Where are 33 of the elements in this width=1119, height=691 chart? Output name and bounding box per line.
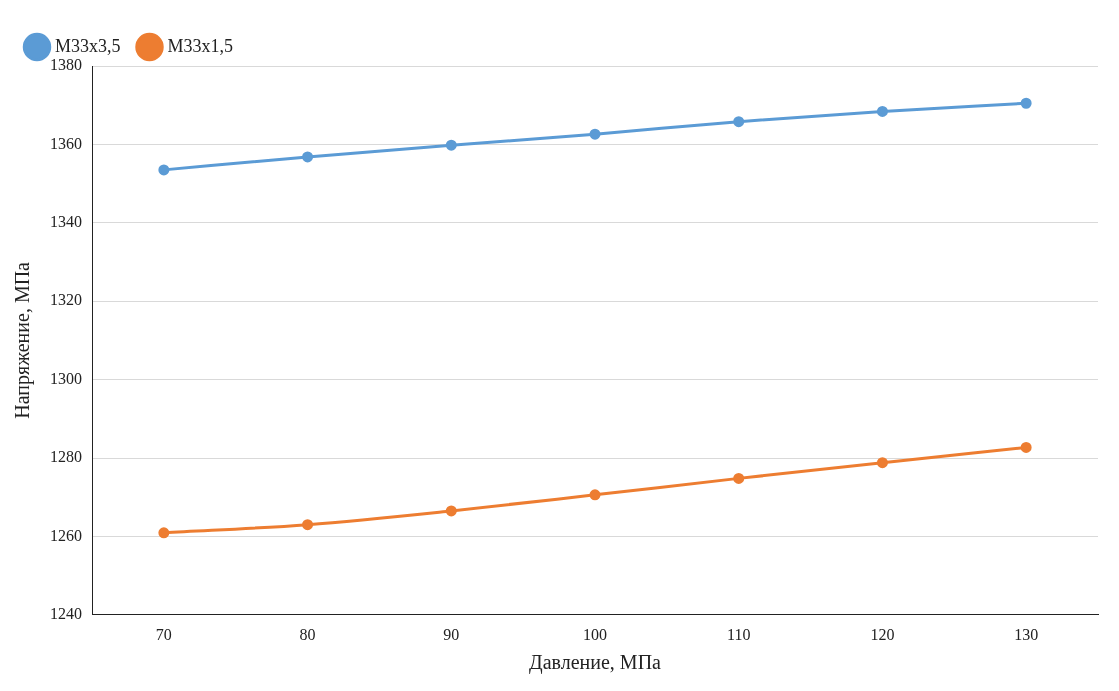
x-tick-label: 90 xyxy=(443,625,460,643)
point xyxy=(876,105,888,117)
y-tick-label: 1360 xyxy=(50,134,82,152)
point xyxy=(158,164,170,176)
point xyxy=(445,139,457,151)
y-tick-label: 1320 xyxy=(50,291,82,309)
point xyxy=(1020,441,1032,453)
point xyxy=(589,128,601,140)
point xyxy=(445,505,457,517)
y-tick-label: 1300 xyxy=(50,369,82,387)
legend-label: М33х1,5 xyxy=(167,35,234,56)
y-tick-label: 1260 xyxy=(50,526,82,544)
point xyxy=(589,489,601,501)
y-tick-label: 1380 xyxy=(50,56,82,74)
x-axis-title: Давление, МПа xyxy=(529,651,662,675)
x-tick-label: 110 xyxy=(727,625,751,643)
point xyxy=(302,519,314,531)
x-tick-label: 70 xyxy=(155,625,172,643)
point xyxy=(158,527,170,539)
point xyxy=(876,457,888,469)
y-tick-label: 1240 xyxy=(50,605,82,622)
x-tick-label: 100 xyxy=(583,625,607,643)
point xyxy=(733,472,745,484)
point xyxy=(302,151,314,163)
legend-label: М33х3,5 xyxy=(55,35,121,56)
y-axis-title: Напряжение, МПа xyxy=(11,261,35,419)
point xyxy=(733,116,745,128)
point xyxy=(1020,97,1032,109)
y-tick-label: 1340 xyxy=(50,213,82,230)
x-tick-label: 130 xyxy=(1014,625,1039,643)
y-tick-label: 1280 xyxy=(50,448,82,466)
x-tick-label: 80 xyxy=(299,625,316,643)
x-tick-label: 120 xyxy=(870,625,895,643)
